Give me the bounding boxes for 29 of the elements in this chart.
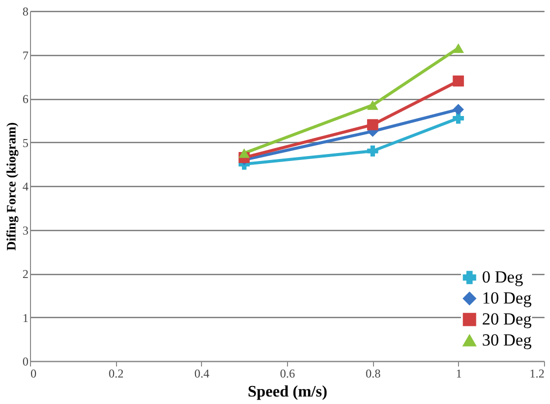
- y-tick-label: 4: [22, 180, 28, 194]
- y-tick-label: 1: [22, 310, 28, 325]
- y-tick-label: 2: [22, 267, 28, 281]
- x-tick-label: 0.6: [280, 366, 295, 380]
- point: [452, 76, 464, 86]
- y-tick-label: 8: [22, 4, 28, 18]
- y-tick-label: 7: [22, 48, 28, 62]
- x-tick-label: 1: [456, 366, 462, 380]
- x-axis-title: Speed (m/s): [248, 384, 328, 400]
- x-tick-label: 1.2: [530, 366, 544, 380]
- y-tick-label: 0: [22, 354, 28, 368]
- point: [452, 43, 464, 53]
- y-tick-label: 3: [22, 223, 28, 238]
- legend-label: 10 Deg: [482, 288, 532, 308]
- point: [367, 100, 378, 110]
- point: [367, 146, 378, 156]
- y-axis-title: Difing Force (kiogram): [4, 122, 18, 251]
- x-tick-label: 0.4: [194, 366, 210, 380]
- point: [367, 119, 378, 130]
- point: [452, 112, 464, 124]
- point: [452, 104, 464, 115]
- legend-label: 20 Deg: [482, 310, 532, 328]
- x-tick-label: 0.2: [108, 366, 124, 380]
- y-tick-label: 5: [22, 136, 28, 150]
- y-tick-label: 6: [22, 92, 28, 106]
- legend-label: 0 Deg: [482, 268, 524, 286]
- legend-label: 30 Deg: [482, 330, 532, 350]
- point: [238, 148, 250, 158]
- x-tick-label: 0.8: [366, 366, 381, 380]
